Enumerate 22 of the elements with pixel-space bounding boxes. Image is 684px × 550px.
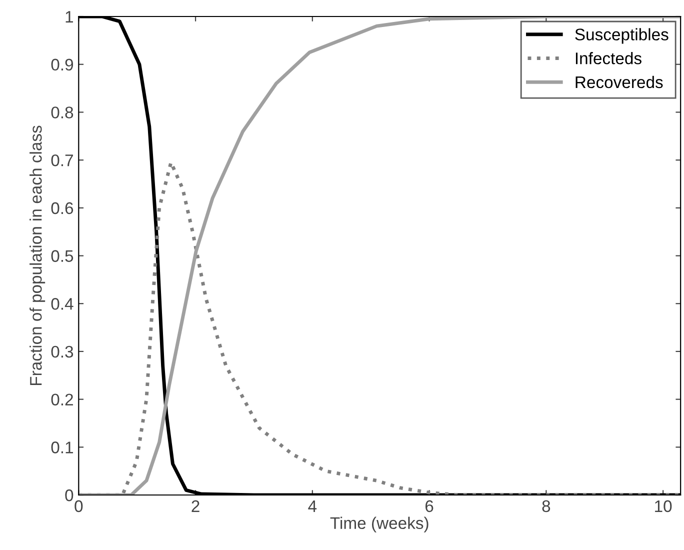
legend-label: Recovereds (576, 76, 663, 88)
x-tick-label: 10 (655, 500, 672, 512)
x-tick-label: 0 (74, 500, 83, 512)
legend-label: Susceptibles (575, 28, 668, 44)
x-tick-label: 8 (542, 500, 550, 512)
y-tick-label: 0.5 (51, 250, 74, 262)
y-tick-label: 0.2 (51, 394, 73, 406)
y-tick-label: 0.4 (51, 298, 74, 310)
y-tick-label: 0.8 (51, 106, 74, 118)
x-axis-title: Time (weeks) (330, 516, 428, 532)
y-tick-label: 1 (66, 11, 73, 23)
y-tick-label: 0.3 (51, 346, 74, 358)
x-tick-label: 2 (192, 500, 200, 512)
y-tick-label: 0.9 (51, 58, 74, 71)
x-tick-label: 4 (308, 500, 317, 512)
x-tick-label: 6 (426, 500, 434, 512)
legend-label: Infecteds (576, 52, 642, 64)
y-tick-label: 0.6 (51, 202, 74, 214)
y-tick-label: 0.1 (51, 442, 73, 454)
y-tick-label: 0 (65, 489, 74, 502)
y-axis-title: Fraction of population in each class (30, 126, 46, 386)
y-tick-label: 0.7 (51, 154, 73, 166)
